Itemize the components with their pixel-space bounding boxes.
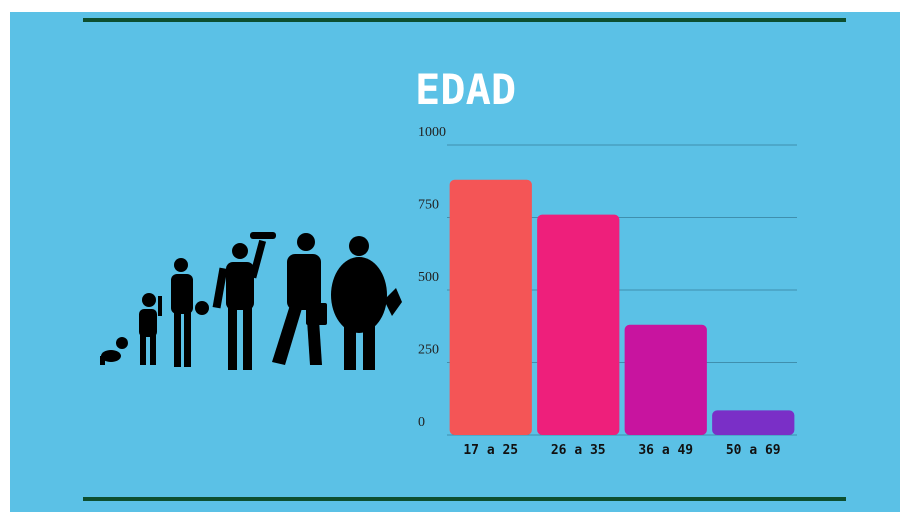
bar bbox=[624, 324, 707, 435]
x-tick-label: 36 a 49 bbox=[638, 443, 693, 458]
y-tick-label: 750 bbox=[418, 198, 439, 213]
x-tick-label: 26 a 35 bbox=[551, 443, 606, 458]
bar bbox=[449, 179, 532, 435]
age-silhouettes bbox=[100, 232, 402, 370]
bar bbox=[537, 214, 620, 435]
top-rule bbox=[83, 18, 846, 22]
y-tick-label: 0 bbox=[418, 415, 425, 430]
x-tick-label: 50 a 69 bbox=[726, 443, 781, 458]
chart-title: EDAD bbox=[415, 65, 516, 114]
x-tick-label: 17 a 25 bbox=[463, 443, 518, 458]
y-tick-label: 500 bbox=[418, 270, 439, 285]
bottom-rule bbox=[83, 497, 846, 501]
y-tick-label: 1000 bbox=[418, 125, 446, 140]
bar bbox=[712, 410, 795, 435]
y-tick-label: 250 bbox=[418, 343, 439, 358]
